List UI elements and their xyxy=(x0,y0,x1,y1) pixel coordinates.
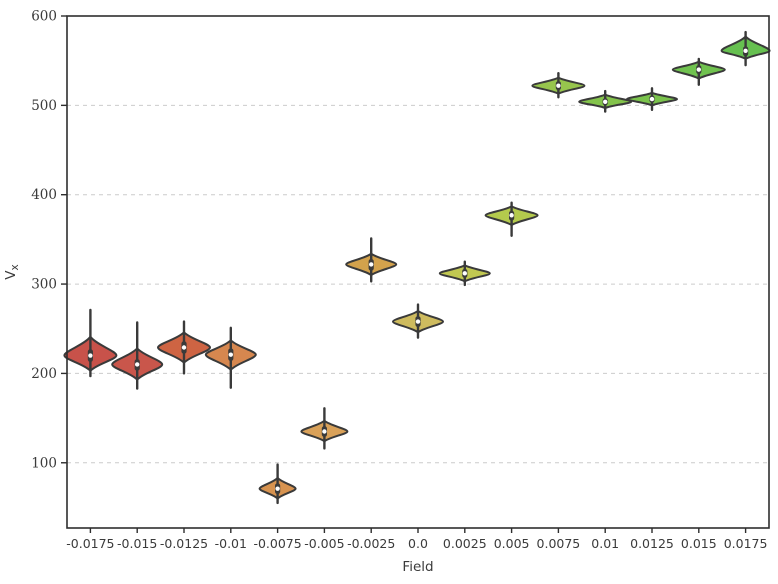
y-axis-tick-label: 500 xyxy=(31,98,57,114)
violin--0.005 xyxy=(300,407,349,450)
x-axis-label: Field xyxy=(402,559,433,575)
x-axis-tick-label: -0.005 xyxy=(304,536,344,551)
median-dot xyxy=(696,67,701,72)
axes-spines xyxy=(66,15,770,529)
x-axis-tick-label: -0.0175 xyxy=(66,536,114,551)
violin-0.0175 xyxy=(720,30,771,67)
y-axis-tick-label: 600 xyxy=(31,9,57,25)
y-axis-tick-label: 200 xyxy=(31,366,57,382)
violin--0.0075 xyxy=(258,463,297,505)
y-axis-label-base: V xyxy=(3,270,19,280)
y-axis-tick-label: 400 xyxy=(31,187,57,203)
median-dot xyxy=(369,262,374,267)
x-axis-tick-label: 0.0075 xyxy=(537,536,581,551)
x-axis-tick-label: -0.01 xyxy=(215,536,247,551)
x-axis-tick-label: 0.005 xyxy=(494,536,530,551)
x-axis-tick-label: 0.015 xyxy=(681,536,717,551)
violin--0.0125 xyxy=(157,320,211,375)
median-dot xyxy=(462,271,467,276)
x-axis-tick-label: 0.01 xyxy=(591,536,619,551)
median-dot xyxy=(88,353,93,358)
y-axis-tick-label: 100 xyxy=(31,455,57,471)
violin--0.01 xyxy=(204,326,257,389)
x-axis-tick-label: -0.0125 xyxy=(160,536,208,551)
plot-area xyxy=(67,16,769,528)
y-axis-tick-label: 300 xyxy=(31,277,57,293)
median-dot xyxy=(556,83,561,88)
median-dot xyxy=(228,352,233,357)
x-axis-tick-label: 0.0125 xyxy=(630,536,674,551)
violin-0.005 xyxy=(484,201,539,238)
median-dot xyxy=(181,345,187,350)
x-axis-tick-label: -0.015 xyxy=(117,536,157,551)
violin-0.01 xyxy=(578,89,633,113)
median-dot xyxy=(322,429,327,434)
median-dot xyxy=(743,48,748,54)
x-axis-tick-label: 0.0175 xyxy=(724,536,768,551)
median-dot xyxy=(415,319,421,324)
violin-0.0 xyxy=(392,303,444,339)
violin-0.0025 xyxy=(438,260,491,287)
violin--0.0025 xyxy=(345,237,398,283)
median-dot xyxy=(275,486,280,491)
x-axis-tick-label: -0.0075 xyxy=(253,536,301,551)
violin--0.0175 xyxy=(63,308,118,378)
violin-0.0075 xyxy=(531,71,586,99)
median-dot xyxy=(603,99,608,104)
x-axis-tick-label: 0.0 xyxy=(408,536,428,551)
violin-0.0125 xyxy=(626,87,678,112)
x-axis-tick-label: -0.0025 xyxy=(347,536,395,551)
x-axis-tick-label: 0.0025 xyxy=(443,536,487,551)
y-axis-label: Vx xyxy=(3,264,21,279)
median-dot xyxy=(135,362,140,367)
violin-0.015 xyxy=(671,57,726,87)
violin--0.015 xyxy=(111,321,164,390)
median-dot xyxy=(509,213,514,218)
median-dot xyxy=(649,96,655,102)
y-axis-label-subscript: x xyxy=(9,264,21,270)
